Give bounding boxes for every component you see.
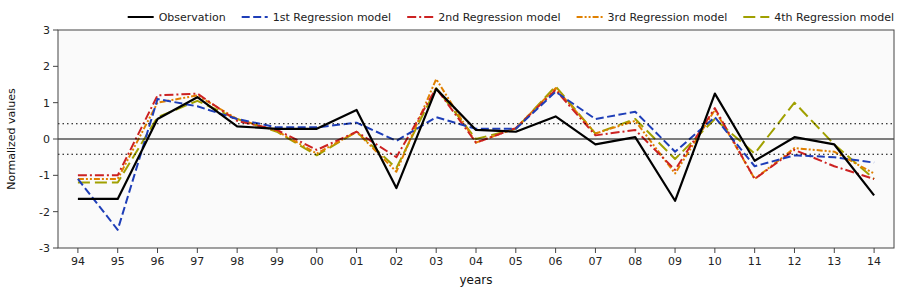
y-tick (53, 175, 58, 176)
legend-label: 1st Regression model (273, 11, 391, 24)
x-tick-label: 02 (389, 255, 403, 268)
legend-swatch (407, 16, 433, 18)
x-tick-label: 97 (190, 255, 204, 268)
y-tick-label: -2 (39, 206, 50, 219)
x-tick (197, 248, 198, 253)
x-tick-label: 04 (469, 255, 483, 268)
x-tick (476, 248, 477, 253)
legend-swatch (577, 16, 603, 18)
x-tick-label: 05 (509, 255, 523, 268)
x-tick (794, 248, 795, 253)
y-tick-label: -1 (39, 169, 50, 182)
x-tick (276, 248, 277, 253)
legend: Observation 1st Regression model 2nd Regre… (128, 11, 894, 24)
y-tick (53, 102, 58, 103)
legend-label: 4th Regression model (774, 11, 894, 24)
x-tick (157, 248, 158, 253)
x-tick-label: 01 (350, 255, 364, 268)
x-tick-label: 94 (71, 255, 85, 268)
x-tick-label: 13 (827, 255, 841, 268)
legend-swatch (128, 16, 154, 18)
legend-label: 3rd Regression model (608, 11, 728, 24)
x-tick (635, 248, 636, 253)
x-tick (515, 248, 516, 253)
y-tick-label: 2 (43, 60, 50, 73)
x-tick-label: 12 (787, 255, 801, 268)
y-tick (53, 30, 58, 31)
legend-swatch (743, 16, 769, 18)
x-tick-label: 06 (549, 255, 563, 268)
y-tick-label: 3 (43, 24, 50, 37)
x-tick-label: 09 (668, 255, 682, 268)
x-tick-label: 03 (429, 255, 443, 268)
y-tick-label: 0 (43, 133, 50, 146)
legend-item: 4th Regression model (743, 11, 894, 24)
plot-frame (58, 30, 894, 248)
x-tick-label: 10 (708, 255, 722, 268)
x-tick (436, 248, 437, 253)
series-line (78, 89, 874, 201)
legend-label: 2nd Regression model (438, 11, 560, 24)
x-tick (316, 248, 317, 253)
y-tick (53, 139, 58, 140)
x-tick (356, 248, 357, 253)
x-tick (555, 248, 556, 253)
series-line (78, 86, 874, 182)
reference-line (58, 139, 894, 140)
x-tick (874, 248, 875, 253)
legend-item: 3rd Regression model (577, 11, 728, 24)
x-tick-label: 95 (111, 255, 125, 268)
legend-item: 1st Regression model (242, 11, 391, 24)
x-tick-label: 14 (867, 255, 881, 268)
plot-area (58, 30, 894, 248)
y-tick-label: 1 (43, 97, 50, 110)
x-tick (714, 248, 715, 253)
y-tick (53, 66, 58, 67)
x-tick-label: 00 (310, 255, 324, 268)
x-tick-label: 96 (151, 255, 165, 268)
x-tick (117, 248, 118, 253)
x-tick (77, 248, 78, 253)
x-tick-label: 08 (628, 255, 642, 268)
x-tick (595, 248, 596, 253)
y-tick (53, 248, 58, 249)
x-tick-label: 98 (230, 255, 244, 268)
chart: -3-2-10123949596979899000102030405060708… (0, 0, 908, 290)
x-tick (396, 248, 397, 253)
y-tick (53, 211, 58, 212)
x-tick-label: 07 (588, 255, 602, 268)
reference-line (58, 154, 894, 155)
x-tick-label: 99 (270, 255, 284, 268)
legend-item: 2nd Regression model (407, 11, 560, 24)
y-tick-label: -3 (39, 242, 50, 255)
reference-line (58, 123, 894, 124)
plot-data (58, 79, 894, 230)
x-tick (754, 248, 755, 253)
x-tick-label: 11 (748, 255, 762, 268)
x-tick (675, 248, 676, 253)
y-axis-label: Normalized values (5, 88, 18, 190)
axes: -3-2-10123949596979899000102030405060708… (39, 24, 881, 268)
x-tick (237, 248, 238, 253)
legend-item: Observation (128, 11, 226, 24)
x-tick (834, 248, 835, 253)
x-axis-label: years (459, 273, 492, 287)
legend-label: Observation (159, 11, 226, 24)
legend-swatch (242, 16, 268, 18)
